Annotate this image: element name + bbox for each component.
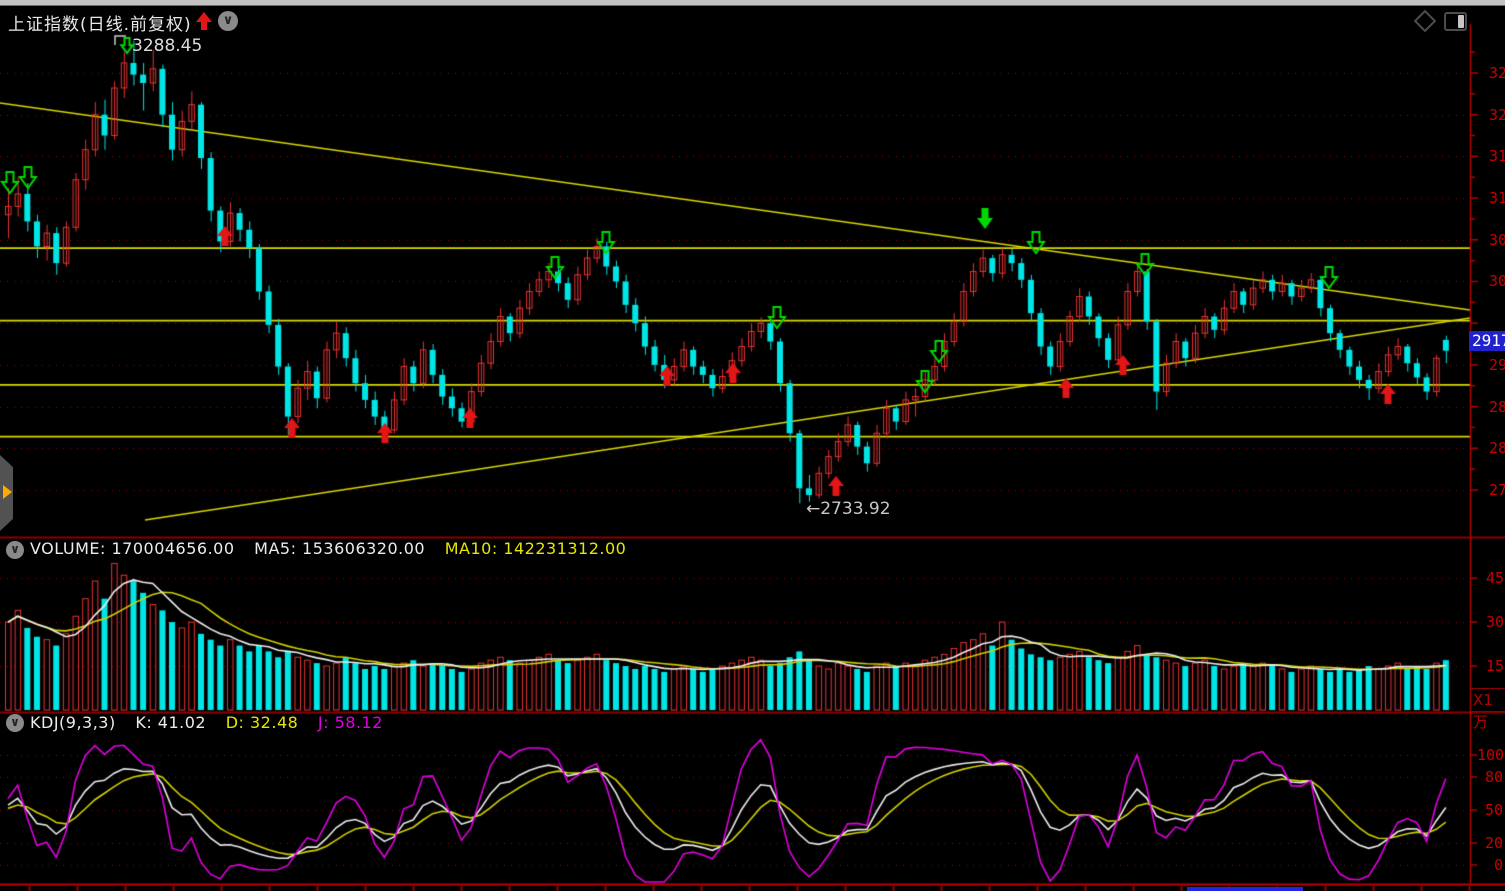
kdj-header: KDJ(9,3,3) K: 41.02 D: 32.48 J: 58.12 xyxy=(30,713,397,732)
axis-label: 2800 xyxy=(1489,439,1505,458)
split-panel-icon[interactable] xyxy=(1444,12,1467,31)
axis-label: 3200 xyxy=(1489,105,1505,124)
axis-label: 45 xyxy=(1486,569,1505,588)
axis-label: 3100 xyxy=(1489,189,1505,208)
scrollbar-thumb[interactable] xyxy=(1187,887,1303,891)
axis-label: 2850 xyxy=(1489,397,1505,416)
volume-panel[interactable] xyxy=(0,558,1470,710)
volume-value: VOLUME: 170004656.00 xyxy=(30,539,235,558)
kdj-k-value: K: 41.02 xyxy=(135,713,207,732)
axis-label: 2750 xyxy=(1489,480,1505,499)
kdj-title: KDJ(9,3,3) xyxy=(30,713,116,732)
axis-label: 2900 xyxy=(1489,355,1505,374)
axis-label: 20 xyxy=(1484,834,1503,852)
kdj-d-value: D: 32.48 xyxy=(225,713,299,732)
axis-label: 3250 xyxy=(1489,63,1505,82)
axis-label: 80 xyxy=(1484,768,1503,786)
collapse-chevron-icon[interactable] xyxy=(6,714,24,732)
left-drawer-handle[interactable] xyxy=(0,455,13,531)
low-price-label: ←2733.92 xyxy=(806,499,891,519)
peak-price-label: 3288.45 xyxy=(132,36,203,56)
volume-ma5-value: MA5: 153606320.00 xyxy=(254,539,426,558)
axis-label: 3150 xyxy=(1489,147,1505,166)
axis-label: 100 xyxy=(1477,746,1505,764)
current-price-tag: 2917 xyxy=(1469,331,1505,351)
volume-unit-label: X1万 xyxy=(1470,688,1505,731)
volume-header: VOLUME: 170004656.00 MA5: 153606320.00 M… xyxy=(30,539,640,558)
volume-ma10-value: MA10: 142231312.00 xyxy=(444,539,627,558)
kdj-j-value: J: 58.12 xyxy=(317,713,383,732)
collapse-chevron-icon[interactable] xyxy=(6,541,24,559)
up-arrow-icon[interactable] xyxy=(196,12,212,31)
kdj-panel[interactable] xyxy=(0,735,1470,883)
window-top-edge xyxy=(0,0,1505,6)
main-chart-panel[interactable] xyxy=(0,36,1470,536)
axis-label: 15 xyxy=(1486,657,1505,676)
axis-label: 3000 xyxy=(1489,272,1505,291)
axis-label: 50 xyxy=(1484,801,1503,819)
axis-label: 3050 xyxy=(1489,230,1505,249)
collapse-chevron-icon[interactable] xyxy=(218,11,238,31)
chart-title: 上证指数(日线.前复权) xyxy=(8,15,192,35)
axis-label: 30 xyxy=(1486,613,1505,632)
axis-label: 0 xyxy=(1493,856,1503,874)
